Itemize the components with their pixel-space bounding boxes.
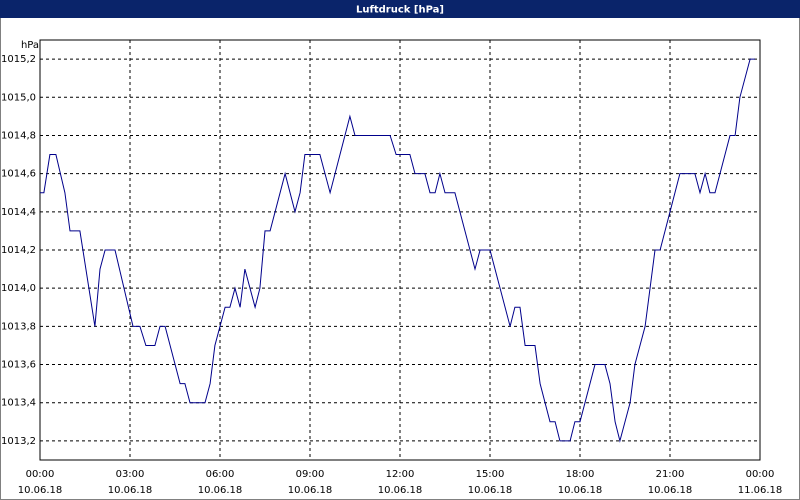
x-tick-label: 03:00 [116, 469, 145, 480]
y-tick-label: 1014,6 [1, 169, 36, 180]
x-tick-date: 10.06.18 [18, 485, 63, 496]
x-tick-date: 11.06.18 [738, 485, 783, 496]
data-line [40, 58, 755, 443]
y-unit: hPa [21, 40, 39, 51]
x-tick-label: 00:00 [26, 469, 55, 480]
x-tick-label: 15:00 [476, 469, 505, 480]
x-tick-label: 00:00 [746, 469, 775, 480]
x-tick-date: 10.06.18 [378, 485, 423, 496]
y-tick-label: 1013,2 [1, 436, 36, 447]
y-tick-label: 1014,8 [1, 130, 36, 141]
x-tick-date: 10.06.18 [648, 485, 693, 496]
x-tick-label: 09:00 [296, 469, 325, 480]
y-tick-label: 1013,8 [1, 321, 36, 332]
x-tick-label: 12:00 [386, 469, 415, 480]
x-tick-date: 10.06.18 [108, 485, 153, 496]
y-tick-label: 1013,6 [1, 360, 36, 371]
y-tick-label: 1014,0 [1, 283, 36, 294]
y-tick-label: 1015,0 [1, 92, 36, 103]
y-tick-label: 1014,4 [1, 207, 36, 218]
x-tick-date: 10.06.18 [288, 485, 333, 496]
x-tick-date: 10.06.18 [558, 485, 603, 496]
x-tick-label: 21:00 [656, 469, 685, 480]
y-tick-label: 1015,2 [1, 54, 36, 65]
x-tick-label: 18:00 [566, 469, 595, 480]
chart-title: Luftdruck [hPa] [356, 5, 444, 16]
y-tick-label: 1014,2 [1, 245, 36, 256]
y-tick-label: 1013,4 [1, 398, 36, 409]
title-bar [0, 0, 800, 18]
x-tick-date: 10.06.18 [198, 485, 243, 496]
x-tick-date: 10.06.18 [468, 485, 513, 496]
x-tick-label: 06:00 [206, 469, 235, 480]
